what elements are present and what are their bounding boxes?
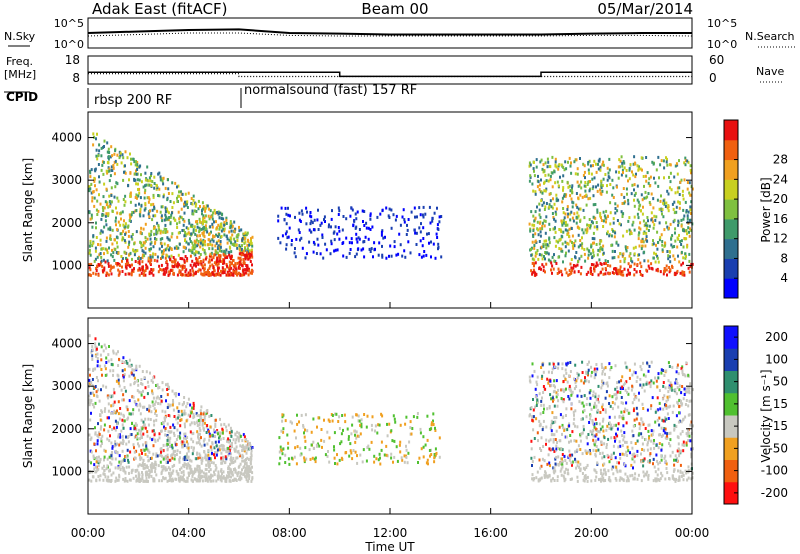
velocity-ytick-2: 3000	[51, 379, 82, 393]
freq-right-tick-top: 60	[709, 53, 724, 67]
velocity-ylabel: Slant Range [km]	[21, 364, 35, 468]
station-title: Adak East (fitACF)	[92, 0, 227, 18]
power-colorbar-tick-4: 20	[773, 192, 788, 206]
velocity-colorbar-tick-5: -50	[768, 441, 788, 455]
power-panel: 1000 2000 3000 4000 Slant Range [km] 4 8 12 16…	[21, 111, 788, 309]
power-colorbar-tick-5: 24	[773, 172, 788, 186]
time-tick-6: 00:00	[675, 526, 710, 540]
power-ylabel: Slant Range [km]	[21, 158, 35, 262]
noise-series-1	[87, 28, 692, 36]
cpid-panel: CPID rbsp 200 RF normalsound (fast) 157 …	[6, 83, 417, 108]
power-ytick-3: 4000	[51, 131, 82, 145]
freq-left-tick-top: 18	[65, 53, 80, 67]
noise-right-tick-bottom: 10^0	[707, 38, 737, 51]
velocity-colorbar-label-text: Velocity [m s⁻¹]	[759, 369, 773, 462]
velocity-colorbar-label: Velocity [m s⁻¹]	[759, 369, 773, 462]
noise-left-tick-top: 10^5	[54, 17, 84, 30]
noise-panel: N.Sky 10^5 10^0 10^5 10^0 N.Search	[4, 17, 796, 51]
power-colorbar-tick-6: 28	[773, 153, 788, 167]
noise-left-tick-bottom: 10^0	[54, 38, 84, 51]
power-colorbar-tick-0: 4	[780, 271, 788, 285]
velocity-ytick-0: 1000	[51, 464, 82, 478]
velocity-colorbar-tick-0: 200	[765, 330, 788, 344]
time-tick-2: 08:00	[272, 526, 307, 540]
freq-right-tick-bottom: 0	[709, 71, 717, 85]
freq-series-2	[88, 73, 692, 78]
freq-panel: Freq. [MHz] 18 8 60 0 Nave	[4, 53, 784, 93]
freq-left-unit: [MHz]	[4, 68, 36, 81]
freq-panel-frame	[87, 55, 693, 85]
cpid-segment-2: normalsound (fast) 157 RF	[244, 83, 417, 98]
noise-right-label: N.Search	[745, 30, 795, 43]
freq-left-tick-bottom: 8	[72, 71, 80, 85]
freq-right-label: Nave	[756, 65, 784, 78]
power-colorbar-tick-1: 8	[780, 251, 788, 265]
beam-title: Beam 00	[361, 0, 428, 18]
cpid-segment-1: rbsp 200 RF	[94, 93, 172, 108]
velocity-colorbar-tick-6: -100	[761, 464, 788, 478]
time-axis: 00:00 04:00 08:00 12:00 16:00 20:00 00:00	[71, 302, 710, 540]
velocity-colorbar-tick-4: -15	[768, 419, 788, 433]
velocity-colorbar-tick-3: 15	[773, 397, 788, 411]
freq-series-1	[88, 71, 692, 78]
time-tick-0: 00:00	[71, 526, 106, 540]
noise-right-tick-top: 10^5	[707, 17, 737, 30]
time-tick-4: 16:00	[473, 526, 508, 540]
velocity-colorbar-tick-7: -200	[761, 486, 788, 500]
power-colorbar-tick-2: 12	[773, 232, 788, 246]
time-axis-label: Time UT	[364, 540, 415, 554]
power-ytick-0: 1000	[51, 258, 82, 272]
velocity-colorbar-tick-1: 100	[765, 352, 788, 366]
velocity-colorbar-tick-2: 50	[773, 375, 788, 389]
noise-left-label: N.Sky	[4, 30, 36, 43]
velocity-ytick-3: 4000	[51, 337, 82, 351]
power-ytick-2: 3000	[51, 173, 82, 187]
velocity-ytick-1: 2000	[51, 422, 82, 436]
time-tick-3: 12:00	[373, 526, 408, 540]
time-tick-5: 20:00	[574, 526, 609, 540]
time-tick-1: 04:00	[171, 526, 206, 540]
date-title: 05/Mar/2014	[597, 0, 693, 18]
freq-left-label: Freq.	[6, 55, 33, 68]
power-colorbar-label: Power [dB]	[759, 177, 773, 242]
cpid-label: CPID	[6, 90, 38, 104]
power-colorbar-tick-3: 16	[773, 212, 788, 226]
velocity-panel: 1000 2000 3000 4000 Slant Range [km] 200 100…	[21, 317, 788, 515]
power-ytick-1: 2000	[51, 216, 82, 230]
